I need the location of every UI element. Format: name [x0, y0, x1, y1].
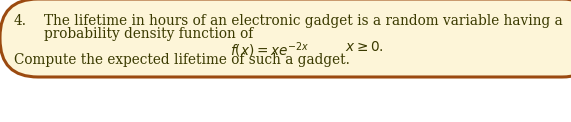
Text: Compute the expected lifetime of such a gadget.: Compute the expected lifetime of such a … [14, 53, 350, 67]
Text: The lifetime in hours of an electronic gadget is a random variable having a: The lifetime in hours of an electronic g… [44, 14, 563, 28]
Text: 4.: 4. [14, 14, 27, 28]
FancyBboxPatch shape [0, 0, 571, 77]
Text: $f(x) = xe^{-2x}$: $f(x) = xe^{-2x}$ [230, 40, 309, 60]
Text: probability density function of: probability density function of [44, 27, 254, 41]
Text: $x \geq 0.$: $x \geq 0.$ [345, 40, 384, 54]
